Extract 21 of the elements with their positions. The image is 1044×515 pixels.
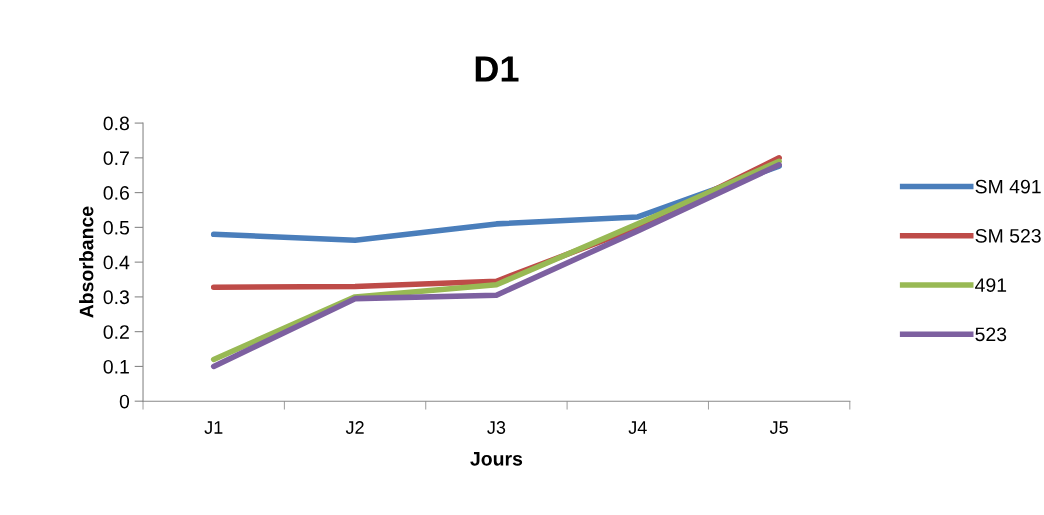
y-tick-label: 0.6 bbox=[103, 186, 129, 200]
x-axis-title: Jours bbox=[470, 452, 523, 466]
y-tick-label: 0.8 bbox=[103, 116, 129, 131]
y-tick-label: 0.4 bbox=[103, 255, 130, 270]
chart-title: D1 bbox=[475, 56, 519, 82]
x-tick-label: J3 bbox=[487, 421, 506, 434]
x-tick-label: J2 bbox=[345, 421, 364, 434]
y-axis-title: Absorbance bbox=[79, 206, 94, 318]
y-tick-label: 0 bbox=[119, 394, 130, 409]
legend-label: SM 491 bbox=[975, 179, 1041, 194]
y-tick-label: 0.5 bbox=[103, 220, 130, 235]
legend-label: SM 523 bbox=[975, 228, 1041, 243]
legend-label: 491 bbox=[975, 278, 1007, 292]
y-tick-label: 0.3 bbox=[103, 290, 129, 305]
x-tick-label: J4 bbox=[628, 421, 647, 434]
x-tick-label: J5 bbox=[769, 421, 788, 434]
y-tick-label: 0.1 bbox=[103, 359, 129, 374]
y-tick-label: 0.7 bbox=[103, 151, 129, 166]
legend-label: 523 bbox=[975, 327, 1007, 342]
y-tick-label: 0.2 bbox=[103, 325, 129, 339]
x-tick-label: J1 bbox=[204, 421, 223, 434]
